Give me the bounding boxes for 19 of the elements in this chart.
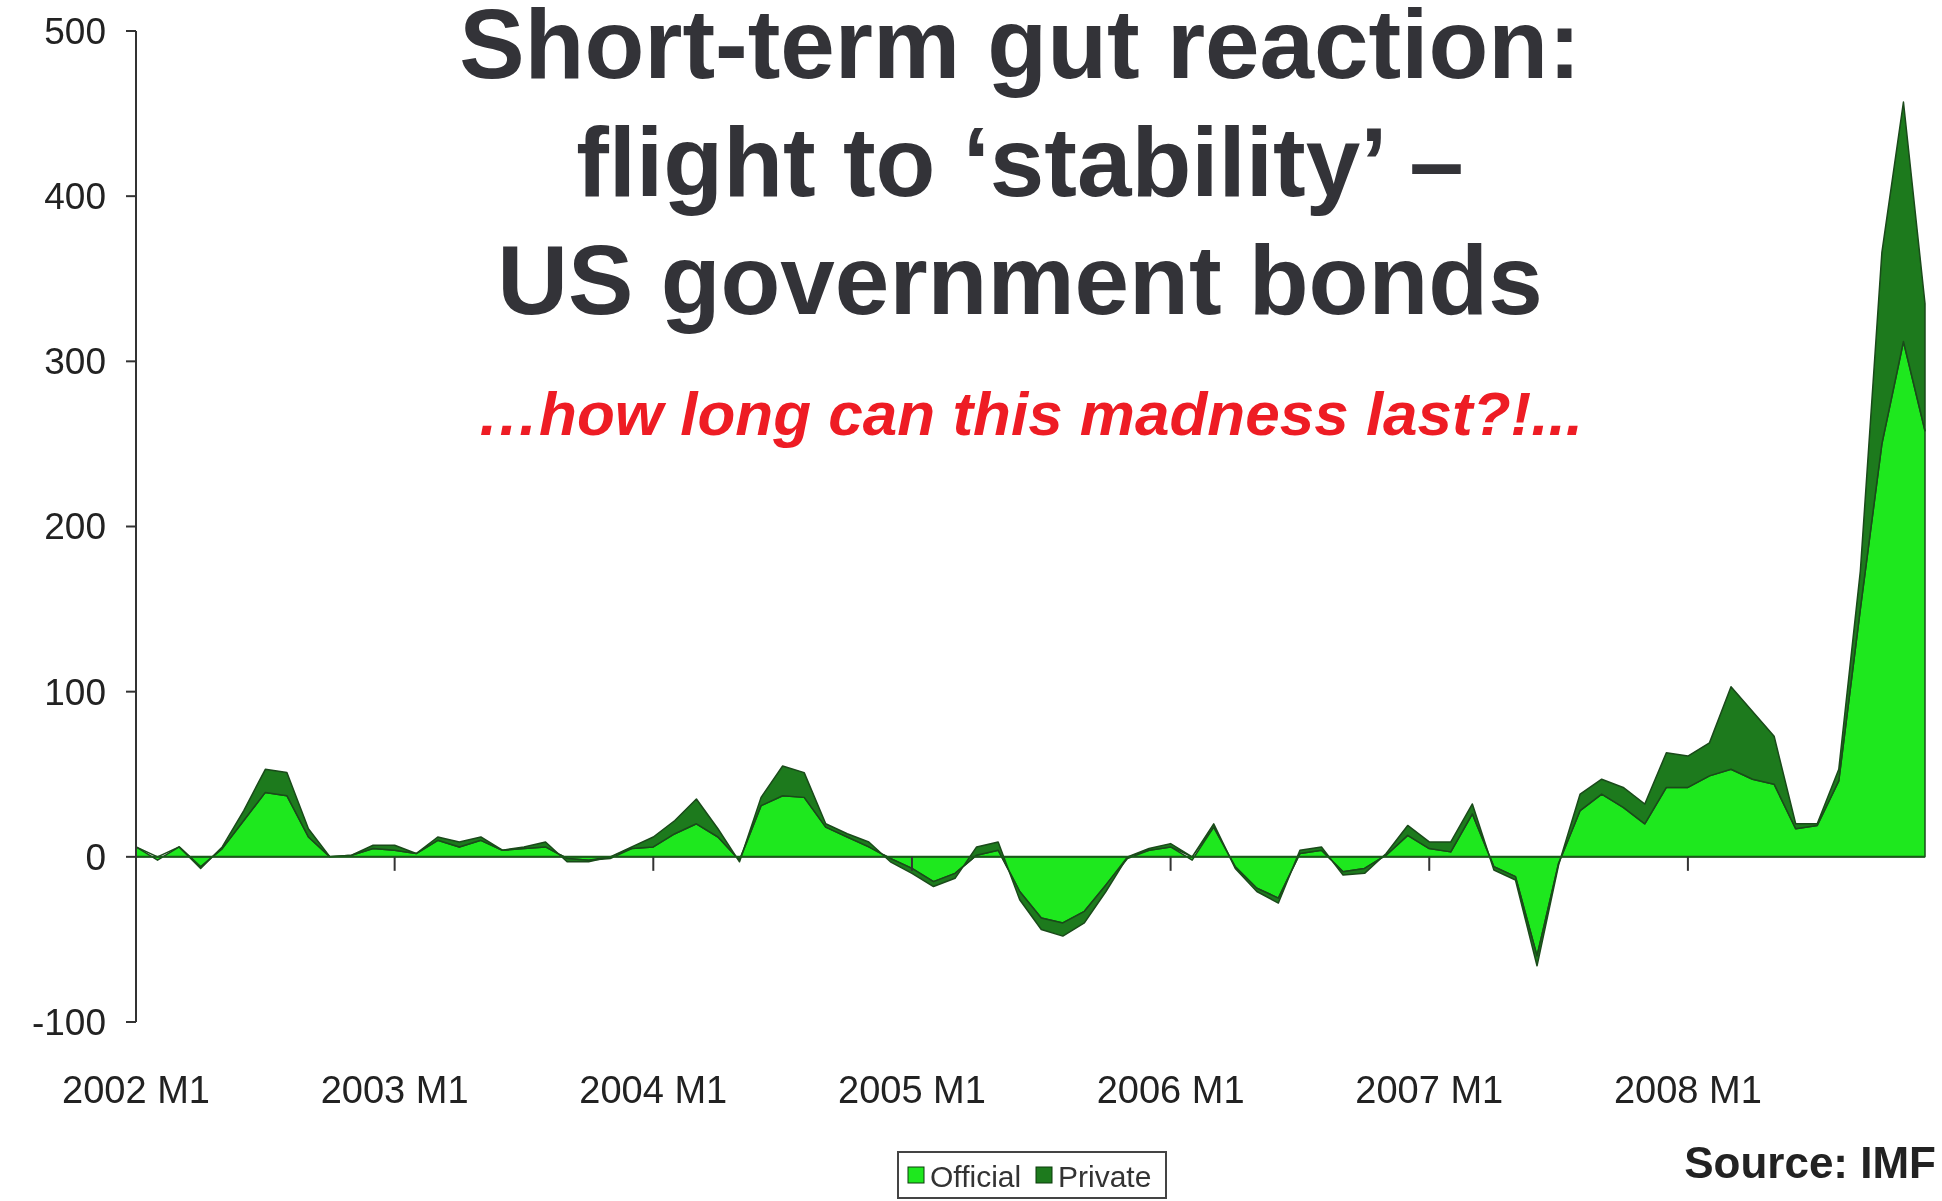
- y-tick-label: 400: [44, 176, 106, 218]
- legend-label: Official: [930, 1159, 1022, 1193]
- x-tick-label: 2005 M1: [838, 1069, 986, 1112]
- y-tick-label: 200: [44, 506, 106, 548]
- x-tick-label: 2006 M1: [1096, 1069, 1245, 1112]
- x-tick-label: 2003 M1: [320, 1069, 469, 1112]
- x-tick-label: 2002 M1: [62, 1069, 210, 1112]
- x-tick-label: 2007 M1: [1355, 1069, 1504, 1112]
- y-tick-label: 300: [44, 341, 106, 383]
- source-note: Source: IMF: [1684, 1138, 1936, 1187]
- text: …how long can this madness last?!...: [477, 379, 1583, 448]
- legend-label: Private: [1058, 1159, 1152, 1193]
- y-tick-label: 100: [44, 671, 106, 713]
- y-tick-label: 0: [85, 836, 106, 878]
- x-tick-label: 2008 M1: [1613, 1069, 1762, 1112]
- y-tick-label: 500: [44, 10, 106, 52]
- y-tick-label: -100: [31, 1001, 106, 1043]
- x-tick-label: 2004 M1: [579, 1069, 728, 1112]
- text: Short-term gut reaction: flight to ‘stability’ – US government bonds: [459, 0, 1581, 335]
